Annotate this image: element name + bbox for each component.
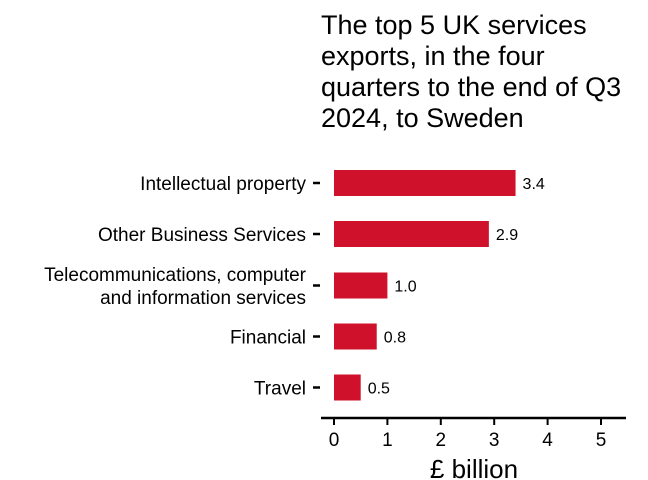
- bar: [334, 374, 361, 401]
- bar: [334, 170, 516, 196]
- x-tick-label: 0: [329, 430, 340, 451]
- chart-title-line: The top 5 UK services: [321, 10, 587, 40]
- bar: [334, 272, 388, 299]
- category-label: Travel: [254, 379, 306, 400]
- bar-value-label: 3.4: [523, 176, 545, 193]
- x-tick-label: 1: [382, 430, 393, 451]
- category-label: Telecommunications, computer: [44, 265, 307, 286]
- category-label: and information services: [100, 288, 306, 309]
- chart-title-line: 2024, to Sweden: [321, 103, 524, 133]
- bar-value-label: 0.8: [384, 330, 406, 347]
- x-axis-title: £ billion: [430, 454, 518, 480]
- x-tick-label: 4: [542, 430, 553, 451]
- x-tick-label: 5: [596, 430, 607, 451]
- x-tick-label: 2: [436, 430, 447, 451]
- bar: [334, 323, 377, 350]
- category-label: Financial: [230, 328, 306, 349]
- category-label: Other Business Services: [98, 225, 306, 246]
- x-tick-label: 3: [489, 430, 500, 451]
- chart-title-line: exports, in the four: [321, 41, 545, 71]
- bar: [334, 221, 489, 247]
- x-axis-ticks: 0 1 2 3 4 5: [329, 419, 607, 451]
- bar-value-label: 2.9: [496, 227, 518, 244]
- chart-title: The top 5 UK services exports, in the fo…: [321, 10, 641, 134]
- bar-value-label: 1.0: [394, 279, 416, 296]
- labels-layer: 3.4 Intellectual property 2.9 Other Busines…: [44, 174, 545, 400]
- category-label: Intellectual property: [140, 174, 306, 195]
- chart-title-line: quarters to the end of Q3: [321, 72, 622, 102]
- bars-layer: [334, 170, 516, 401]
- bar-value-label: 0.5: [368, 381, 390, 398]
